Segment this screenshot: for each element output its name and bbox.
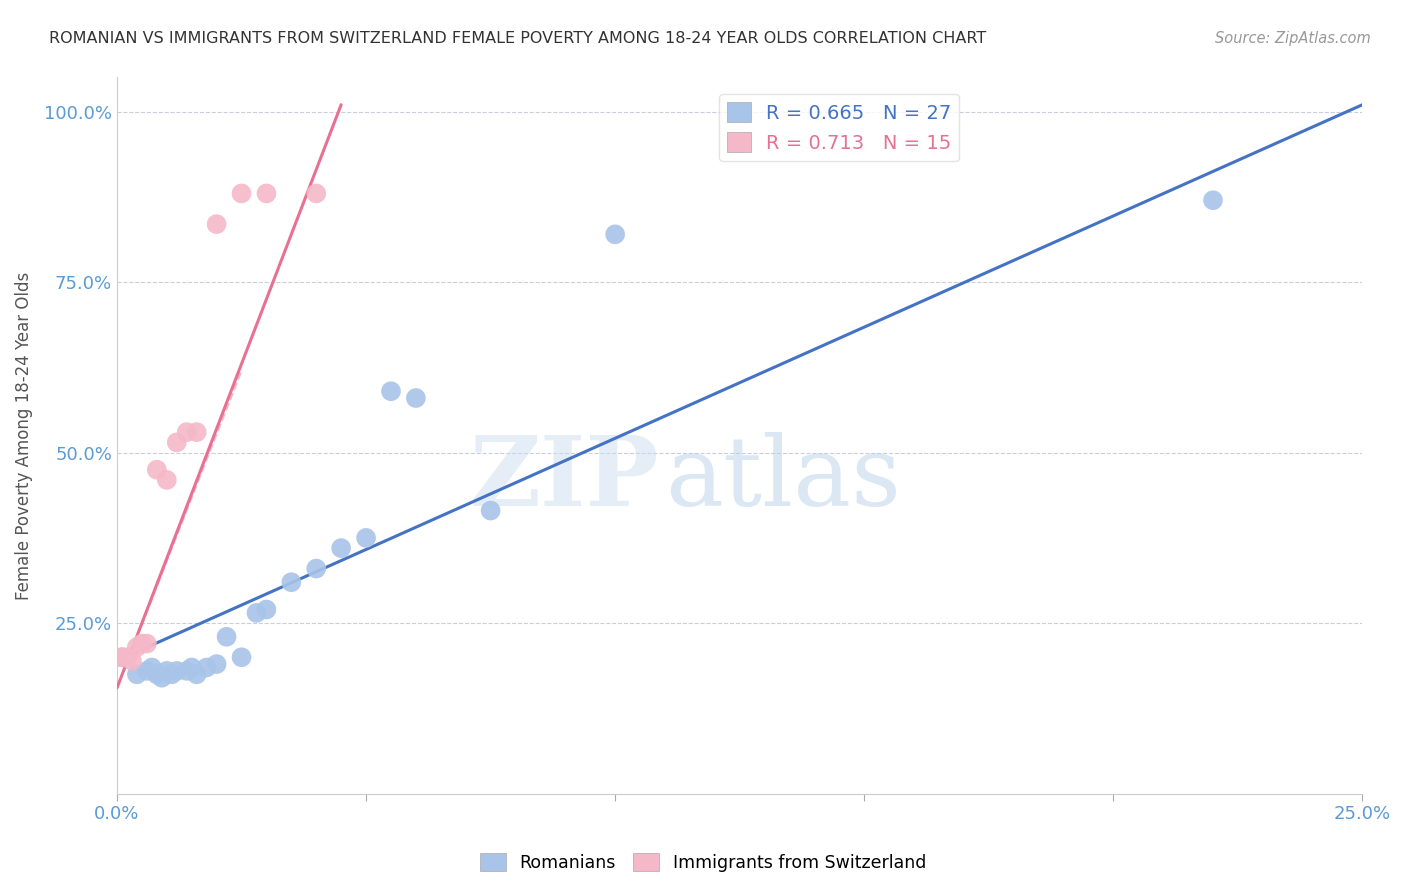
Point [305, 561, 328, 575]
Point [135, 664, 157, 678]
Point [479, 503, 502, 517]
Point [160, 667, 183, 681]
Point [254, 186, 277, 201]
Point [166, 664, 188, 678]
Point [176, 664, 198, 678]
Point [135, 637, 157, 651]
Point [146, 667, 169, 681]
Point [605, 227, 627, 242]
Point [125, 640, 148, 654]
Point [245, 606, 267, 620]
Point [205, 217, 228, 231]
Point [186, 667, 208, 681]
Point [141, 660, 163, 674]
Point [156, 473, 179, 487]
Point [405, 391, 427, 405]
Point [111, 650, 134, 665]
Point [231, 650, 253, 665]
Legend: R = 0.665   N = 27, R = 0.713   N = 15: R = 0.665 N = 27, R = 0.713 N = 15 [720, 95, 959, 161]
Point [354, 531, 377, 545]
Point [131, 637, 153, 651]
Point [180, 660, 202, 674]
Point [1202, 193, 1225, 207]
Point [280, 575, 302, 590]
Point [150, 671, 173, 685]
Point [146, 463, 169, 477]
Text: ROMANIAN VS IMMIGRANTS FROM SWITZERLAND FEMALE POVERTY AMONG 18-24 YEAR OLDS COR: ROMANIAN VS IMMIGRANTS FROM SWITZERLAND … [49, 31, 987, 46]
Point [380, 384, 402, 399]
Point [115, 650, 138, 665]
Point [231, 186, 253, 201]
Point [186, 425, 208, 439]
Point [330, 541, 353, 555]
Point [195, 660, 218, 674]
Point [121, 654, 143, 668]
Legend: Romanians, Immigrants from Switzerland: Romanians, Immigrants from Switzerland [472, 847, 934, 879]
Text: atlas: atlas [665, 432, 901, 525]
Point [176, 425, 198, 439]
Point [254, 602, 277, 616]
Y-axis label: Female Poverty Among 18-24 Year Olds: Female Poverty Among 18-24 Year Olds [15, 271, 32, 599]
Point [166, 435, 188, 450]
Point [305, 186, 328, 201]
Point [156, 664, 179, 678]
Point [205, 657, 228, 671]
Text: Source: ZipAtlas.com: Source: ZipAtlas.com [1215, 31, 1371, 46]
Point [111, 650, 134, 665]
Point [125, 667, 148, 681]
Point [215, 630, 238, 644]
Text: ZIP: ZIP [470, 432, 659, 525]
